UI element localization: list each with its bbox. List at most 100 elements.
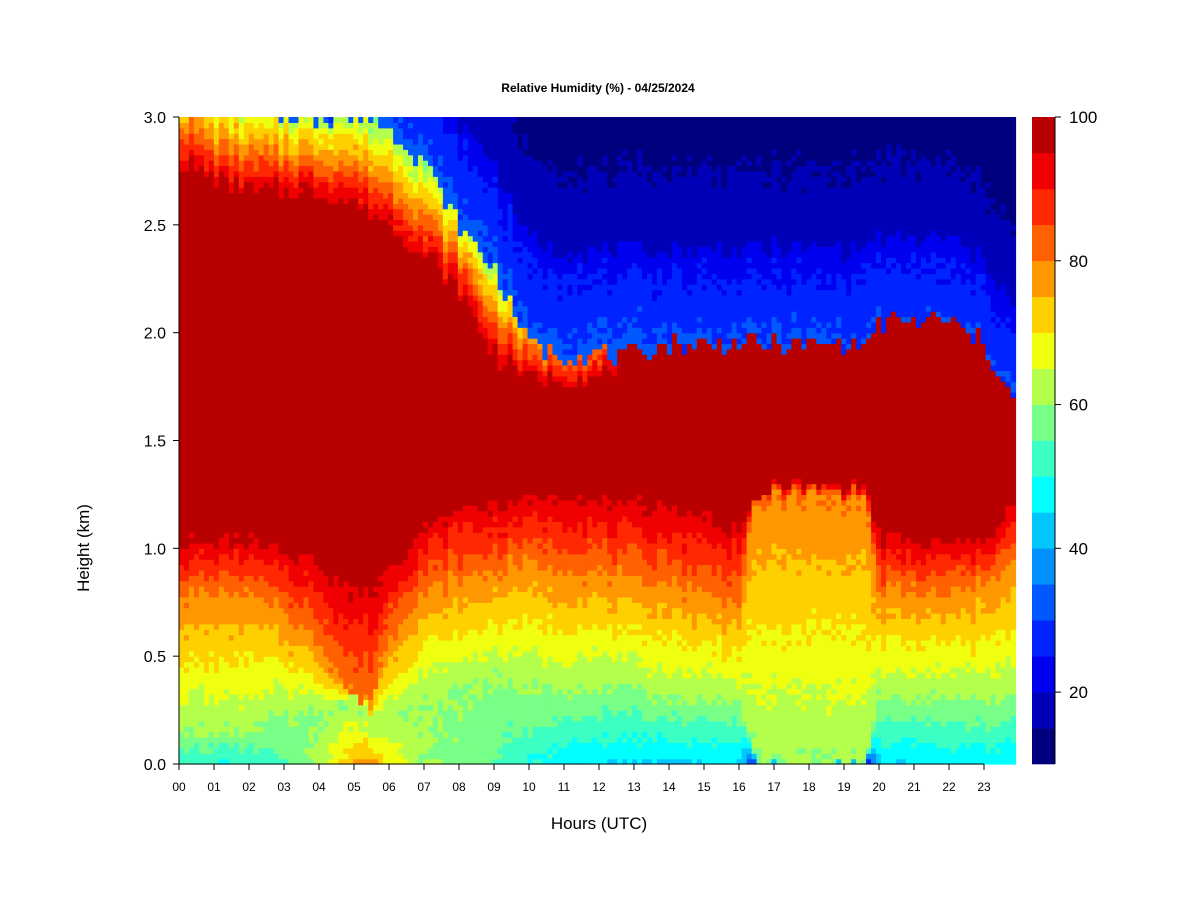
heatmap-cell	[274, 176, 280, 182]
heatmap-cell	[199, 624, 205, 630]
heatmap-cell	[294, 575, 300, 581]
heatmap-cell	[323, 133, 329, 139]
heatmap-cell	[284, 473, 290, 479]
heatmap-cell	[328, 575, 334, 581]
heatmap-cell	[269, 219, 275, 225]
heatmap-cell	[368, 214, 374, 220]
heatmap-cell	[204, 451, 210, 457]
heatmap-cell	[244, 333, 250, 339]
heatmap-cell	[199, 160, 205, 166]
heatmap-cell	[303, 446, 309, 452]
heatmap-cell	[313, 505, 319, 511]
heatmap-cell	[239, 575, 245, 581]
heatmap-cell	[308, 618, 314, 624]
heatmap-cell	[264, 171, 270, 177]
heatmap-cell	[204, 370, 210, 376]
heatmap-cell	[363, 532, 369, 538]
heatmap-cell	[279, 225, 285, 231]
heatmap-cell	[179, 166, 185, 172]
heatmap-cell	[348, 602, 354, 608]
heatmap-cell	[363, 306, 369, 312]
heatmap-cell	[219, 424, 225, 430]
heatmap-cell	[269, 737, 275, 743]
heatmap-cell	[373, 538, 379, 544]
heatmap-cell	[323, 381, 329, 387]
heatmap-cell	[229, 602, 235, 608]
heatmap-cell	[299, 435, 305, 441]
heatmap-cell	[184, 732, 190, 738]
heatmap-cell	[333, 554, 339, 560]
heatmap-cell	[328, 618, 334, 624]
heatmap-cell	[303, 230, 309, 236]
heatmap-cell	[234, 316, 240, 322]
heatmap-cell	[239, 209, 245, 215]
heatmap-cell	[179, 478, 185, 484]
heatmap-cell	[348, 635, 354, 641]
heatmap-cell	[229, 629, 235, 635]
heatmap-cell	[333, 403, 339, 409]
heatmap-cell	[224, 705, 230, 711]
heatmap-cell	[368, 279, 374, 285]
heatmap-cell	[199, 155, 205, 161]
heatmap-cell	[328, 203, 334, 209]
heatmap-cell	[299, 370, 305, 376]
heatmap-cell	[323, 667, 329, 673]
heatmap-cell	[338, 257, 344, 263]
heatmap-cell	[378, 672, 384, 678]
heatmap-cell	[343, 543, 349, 549]
heatmap-cell	[308, 176, 314, 182]
heatmap-cell	[264, 306, 270, 312]
heatmap-cell	[318, 705, 324, 711]
heatmap-cell	[353, 602, 359, 608]
heatmap-cell	[194, 155, 200, 161]
heatmap-cell	[313, 516, 319, 522]
heatmap-cell	[249, 236, 255, 242]
heatmap-cell	[289, 484, 295, 490]
heatmap-cell	[234, 705, 240, 711]
heatmap-cell	[194, 613, 200, 619]
heatmap-cell	[318, 430, 324, 436]
heatmap-cell	[179, 171, 185, 177]
heatmap-cell	[299, 279, 305, 285]
heatmap-cell	[363, 613, 369, 619]
heatmap-cell	[209, 333, 215, 339]
heatmap-cell	[284, 203, 290, 209]
heatmap-cell	[328, 257, 334, 263]
heatmap-cell	[269, 581, 275, 587]
heatmap-cell	[353, 651, 359, 657]
heatmap-cell	[264, 430, 270, 436]
heatmap-cell	[209, 225, 215, 231]
heatmap-cell	[184, 672, 190, 678]
heatmap-cell	[373, 742, 379, 748]
heatmap-cell	[209, 365, 215, 371]
heatmap-cell	[234, 397, 240, 403]
heatmap-cell	[373, 424, 379, 430]
heatmap-cell	[219, 667, 225, 673]
heatmap-cell	[348, 203, 354, 209]
heatmap-cell	[363, 192, 369, 198]
heatmap-cell	[214, 225, 220, 231]
heatmap-cell	[313, 608, 319, 614]
heatmap-cell	[269, 710, 275, 716]
heatmap-cell	[299, 662, 305, 668]
heatmap-cell	[199, 381, 205, 387]
heatmap-cell	[224, 122, 230, 128]
heatmap-cell	[368, 397, 374, 403]
heatmap-cell	[358, 457, 364, 463]
heatmap-cell	[189, 311, 195, 317]
heatmap-cell	[189, 753, 195, 759]
heatmap-cell	[358, 268, 364, 274]
heatmap-cell	[249, 187, 255, 193]
heatmap-cell	[323, 198, 329, 204]
heatmap-cell	[214, 516, 220, 522]
heatmap-cell	[328, 608, 334, 614]
heatmap-cell	[194, 565, 200, 571]
heatmap-cell	[313, 511, 319, 517]
heatmap-cell	[234, 446, 240, 452]
heatmap-cell	[229, 306, 235, 312]
heatmap-cell	[299, 144, 305, 150]
heatmap-cell	[224, 672, 230, 678]
heatmap-cell	[289, 656, 295, 662]
heatmap-cell	[249, 516, 255, 522]
heatmap-cell	[254, 699, 260, 705]
